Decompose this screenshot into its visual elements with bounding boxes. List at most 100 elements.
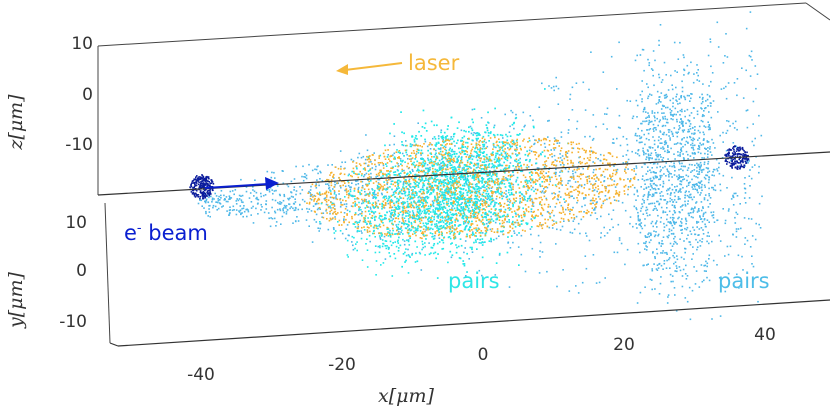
data-point: [734, 216, 736, 219]
data-point: [469, 161, 472, 164]
data-point: [398, 150, 401, 152]
data-point: [676, 267, 678, 269]
data-point: [532, 119, 534, 122]
data-point: [594, 182, 597, 185]
data-point: [408, 235, 410, 237]
data-point: [495, 202, 498, 204]
data-point: [480, 230, 483, 232]
data-point: [661, 159, 663, 161]
data-point: [571, 232, 574, 234]
data-point: [425, 229, 427, 231]
data-point: [712, 211, 715, 213]
data-point: [315, 187, 318, 189]
data-point: [404, 220, 407, 222]
data-point: [417, 201, 419, 203]
data-point: [381, 193, 383, 196]
data-point: [503, 150, 505, 153]
data-point: [684, 200, 686, 203]
data-point: [477, 187, 480, 190]
data-point: [395, 224, 398, 226]
data-point: [659, 154, 661, 156]
data-point: [697, 176, 699, 179]
data-point: [479, 203, 482, 205]
data-point: [496, 144, 499, 146]
data-point: [506, 164, 508, 167]
data-point: [709, 41, 712, 43]
data-point: [549, 213, 551, 215]
data-point: [672, 227, 675, 229]
data-point: [701, 238, 704, 240]
data-point: [456, 187, 458, 189]
data-point: [485, 141, 487, 144]
data-point: [446, 163, 449, 166]
data-point: [641, 80, 643, 82]
data-point: [515, 191, 517, 193]
data-point: [653, 177, 655, 180]
data-point: [319, 178, 321, 180]
data-point: [326, 204, 329, 206]
data-point: [449, 158, 452, 161]
data-point: [407, 203, 409, 205]
data-point: [305, 219, 308, 221]
data-point: [627, 158, 630, 161]
data-point: [344, 185, 347, 188]
data-point: [433, 173, 435, 175]
data-point: [612, 138, 615, 140]
data-point: [365, 172, 368, 175]
data-point: [528, 137, 530, 139]
data-point: [700, 264, 703, 266]
data-point: [698, 163, 700, 166]
data-point: [509, 145, 512, 147]
data-point: [418, 178, 420, 181]
data-point: [545, 197, 548, 200]
data-point: [658, 293, 661, 295]
data-point: [669, 194, 672, 196]
data-point: [412, 233, 414, 235]
data-point: [465, 220, 468, 222]
data-point: [529, 228, 532, 230]
data-point: [506, 159, 509, 162]
data-point: [391, 167, 394, 170]
data-point: [466, 165, 469, 168]
data-point: [446, 128, 449, 131]
data-point: [668, 129, 671, 131]
data-point: [235, 209, 238, 211]
data-point: [667, 294, 670, 296]
data-point: [643, 108, 646, 111]
data-point: [519, 197, 521, 200]
data-point: [231, 209, 234, 212]
data-point: [553, 214, 555, 217]
data-point: [449, 174, 452, 177]
data-point: [476, 190, 479, 193]
data-point: [610, 202, 612, 205]
data-point: [305, 177, 308, 180]
data-point: [437, 221, 440, 224]
data-point: [572, 220, 575, 222]
data-point: [727, 82, 730, 84]
data-point: [527, 166, 530, 168]
data-point: [560, 204, 563, 207]
data-point: [533, 142, 536, 145]
data-point: [530, 226, 533, 228]
data-point: [583, 211, 585, 213]
data-point: [717, 111, 719, 113]
data-point: [393, 158, 395, 160]
data-point: [437, 217, 440, 219]
data-point: [624, 184, 627, 187]
data-point: [243, 205, 245, 207]
data-point: [701, 189, 703, 192]
data-point: [660, 245, 662, 247]
data-point: [556, 198, 559, 200]
data-point: [606, 107, 609, 110]
data-point: [415, 214, 418, 217]
data-point: [676, 120, 678, 123]
data-point: [515, 116, 518, 119]
data-point: [666, 201, 669, 203]
data-point: [425, 179, 427, 181]
data-point: [467, 138, 469, 140]
data-point: [548, 119, 550, 122]
data-point: [474, 147, 476, 150]
data-point: [675, 241, 677, 244]
data-point: [474, 183, 477, 186]
data-point: [517, 183, 520, 186]
